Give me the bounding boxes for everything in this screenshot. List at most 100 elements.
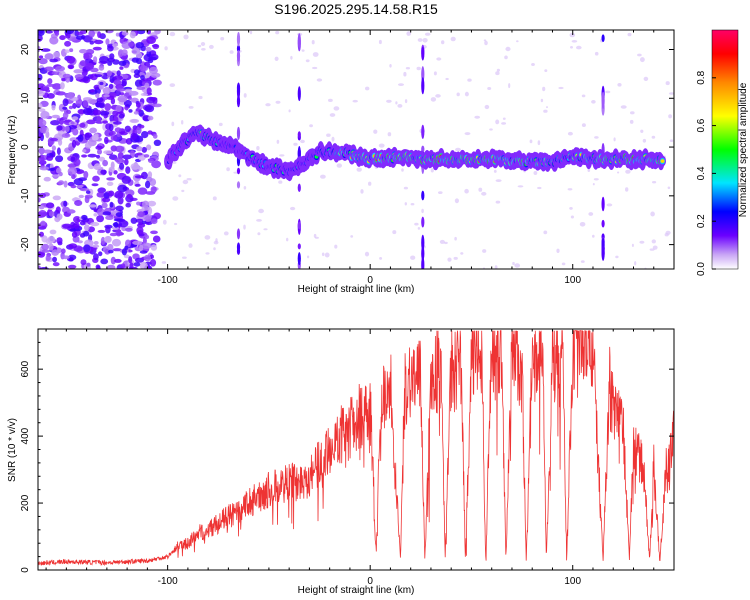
heatmap-streak	[421, 77, 425, 95]
heatmap-speckle	[594, 51, 599, 56]
heatmap-noise-blob	[110, 256, 116, 265]
heatmap-noise-blob	[48, 243, 54, 251]
heatmap-speckle	[392, 230, 397, 235]
heatmap-noise-blob	[46, 93, 55, 99]
heatmap-noise-blob	[148, 158, 154, 163]
heatmap-speckle	[226, 167, 230, 172]
heatmap-noise-blob	[109, 232, 118, 237]
heatmap-streak	[601, 196, 605, 212]
heatmap-noise-blob	[64, 40, 72, 47]
heatmap-noise-blob	[118, 113, 125, 119]
heatmap-noise-blob	[113, 79, 122, 85]
heatmap-noise-blob	[102, 211, 112, 216]
colorbar: 0.0 0.2 0.4 0.6 0.8 Normalized spectral ampl…	[696, 29, 749, 276]
heatmap-speckle	[356, 167, 362, 172]
heatmap-noise-blob	[61, 248, 66, 254]
heatmap-speckle	[617, 83, 622, 87]
heatmap-noise-blob	[124, 125, 131, 132]
heatmap-speckle	[188, 106, 194, 109]
heatmap-speckle	[320, 174, 326, 179]
heatmap-noise-blob	[55, 65, 65, 72]
heatmap-noise-blob	[143, 154, 150, 158]
heatmap-speckle	[307, 255, 310, 259]
heatmap-speckle	[464, 188, 469, 194]
heatmap-speckle	[441, 40, 445, 45]
heatmap-noise-blob	[68, 258, 74, 262]
heatmap-speckle	[164, 46, 168, 51]
heatmap-noise-blob	[131, 57, 139, 63]
heatmap-streak	[236, 228, 241, 240]
heatmap-noise-blob	[56, 125, 63, 131]
heatmap-noise-blob	[73, 178, 84, 186]
heatmap-noise-blob	[38, 58, 48, 65]
heatmap-noise-blob	[93, 241, 99, 245]
heatmap-noise-blob	[132, 240, 143, 245]
heatmap-noise-blob	[88, 30, 95, 38]
heatmap-noise-blob	[84, 196, 90, 204]
heatmap-noise-blob	[143, 254, 152, 262]
heatmap-noise-blob	[144, 105, 155, 113]
heatmap-noise-blob	[38, 147, 45, 155]
heatmap-streak	[601, 34, 605, 42]
heatmap-speckle	[243, 224, 246, 230]
heatmap-speckle	[229, 50, 234, 54]
colorbar-tick-label: 0.4	[696, 166, 707, 180]
heatmap-noise-blob	[93, 84, 101, 90]
heatmap-noise-blob	[152, 103, 162, 108]
heatmap-noise-blob	[96, 265, 101, 269]
heatmap-noise-blob	[152, 97, 158, 105]
heatmap-noise-blob	[44, 66, 54, 72]
heatmap-speckle	[489, 128, 493, 131]
heatmap-speckle	[567, 131, 573, 136]
heatmap-noise-blob	[149, 50, 157, 57]
heatmap-speckle	[592, 234, 595, 238]
heatmap-speckle	[389, 64, 392, 68]
heatmap-speckle	[495, 200, 501, 204]
heatmap-speckle	[274, 56, 279, 61]
heatmap-noise-blob	[136, 86, 146, 90]
heatmap-noise-blob	[79, 60, 87, 67]
heatmap-streak	[601, 219, 605, 228]
heatmap-speckle	[495, 71, 500, 76]
heatmap-noise-blob	[146, 144, 152, 151]
heatmap-speckle	[438, 191, 443, 195]
heatmap-noise-blob	[58, 171, 63, 177]
heatmap-streak	[601, 91, 605, 109]
heatmap-speckle	[501, 122, 507, 125]
heatmap-noise-blob	[51, 174, 60, 178]
heatmap-noise-blob	[92, 244, 100, 248]
heatmap-streak	[236, 181, 241, 189]
heatmap-streak	[421, 190, 425, 201]
heatmap-noise-blob	[113, 75, 123, 81]
heatmap-noise-blob	[141, 242, 152, 249]
heatmap-streak	[297, 183, 301, 192]
snr-x-tick-label: -100	[158, 576, 178, 587]
heatmap-speckle	[556, 248, 560, 253]
heatmap-speckle	[531, 63, 535, 66]
heatmap-noise-blob	[139, 250, 148, 254]
heatmap-noise-blob	[79, 49, 88, 54]
heatmap-noise-blob	[117, 197, 124, 205]
heatmap-noise-blob	[123, 254, 130, 259]
heatmap-speckle	[181, 120, 184, 125]
heatmap-noise-blob	[46, 155, 54, 161]
heatmap-speckle	[161, 261, 167, 264]
heatmap-speckle	[570, 46, 573, 49]
heatmap-noise-blob	[118, 60, 127, 66]
heatmap-speckle	[484, 40, 488, 46]
heatmap-speckle	[182, 256, 187, 259]
heatmap-noise-blob	[38, 90, 45, 97]
heatmap-speckle	[178, 174, 182, 178]
heatmap-noise-blob	[109, 201, 114, 208]
heatmap-noise-blob	[38, 45, 41, 53]
heatmap-noise-blob	[96, 191, 105, 198]
heatmap-speckle	[293, 142, 298, 146]
heatmap-speckle	[401, 168, 404, 172]
heatmap-noise-blob	[102, 87, 111, 95]
heatmap-noise-blob	[67, 167, 78, 176]
heatmap-noise-blob	[39, 166, 50, 171]
heatmap-noise-blob	[136, 146, 143, 152]
heatmap-speckle	[243, 186, 247, 190]
spectrogram-y-tick-label: 10	[20, 92, 31, 104]
heatmap-noise-blob	[105, 215, 114, 220]
